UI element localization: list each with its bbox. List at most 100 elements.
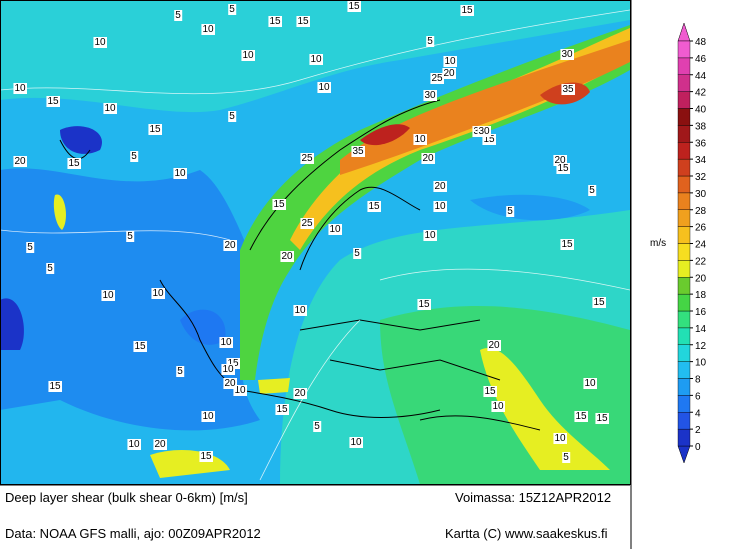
contour-label-bg [553,433,567,444]
contour-label: 10 [294,305,306,316]
contour-label-bg [426,36,435,47]
contour-label-bg [13,83,27,94]
colorbar-swatch [677,260,691,278]
contour-label: 5 [427,36,433,47]
contour-label: 20 [554,155,566,166]
contour-label: 15 [134,341,146,352]
contour-label: 5 [127,231,133,242]
contour-label-bg [309,54,323,65]
contour-label: 10 [102,290,114,301]
contour-label-bg [442,68,456,79]
contour-label-bg [483,386,497,397]
contour-label: 5 [177,366,183,377]
colorbar-tick-label: 6 [695,391,701,402]
contour-label: 5 [589,185,595,196]
contour-label: 15 [483,134,495,145]
contour-label-bg [153,439,167,450]
colorbar-tick-label: 44 [695,71,707,82]
map [0,0,631,485]
contour-label-bg [101,290,115,301]
contour-label-bg [574,411,588,422]
contour-label: 10 [434,201,446,212]
contour-label: 15 [575,411,587,422]
contour-label: 30 [424,90,436,101]
contour-label: 10 [329,224,341,235]
contour-label: 15 [484,386,496,397]
colorbar-tick-label: 16 [695,307,707,318]
contour-label-bg [460,5,474,16]
contour-label-bg [351,146,365,157]
contour-label: 5 [314,421,320,432]
contour-label-bg [133,341,147,352]
colorbar-swatch [677,378,691,396]
contour-label: 20 [14,156,26,167]
contour-label: 10 [104,103,116,114]
colorbar-tick-label: 2 [695,425,701,436]
contour-label-bg [562,452,571,463]
colorbar-swatch [677,344,691,362]
contour-label: 15 [273,199,285,210]
contour-label-bg [556,163,570,174]
contour-label: 10 [202,411,214,422]
contour-label: 5 [175,10,181,21]
contour-label: 15 [368,201,380,212]
colorbar-swatch [677,57,691,75]
contour-label-bg [103,103,117,114]
contour-label-bg [293,388,307,399]
contour-label-bg [219,337,233,348]
contour-label-bg [46,96,60,107]
contour-label: 20 [224,378,236,389]
contour-label-bg [93,37,107,48]
contour-label: 10 [128,439,140,450]
contour-label: 15 [297,16,309,27]
contour-label-bg [296,16,310,27]
contour-label: 10 [584,378,596,389]
contour-label: 10 [492,401,504,412]
contour-label: 30 [561,49,573,60]
contour-label-bg [293,305,307,316]
colorbar-tick-label: 30 [695,189,707,200]
contour-label: 10 [554,433,566,444]
contour-label: 35 [352,146,364,157]
contour-label: 10 [222,364,234,375]
contour-label: 5 [131,151,137,162]
colorbar-tick-label: 42 [695,88,707,99]
contour-label-bg [413,134,427,145]
contour-label: 5 [354,248,360,259]
contour-label-bg [241,50,255,61]
contour-label: 5 [229,111,235,122]
contour-label-bg [173,168,187,179]
contour-label-bg [417,299,431,310]
contour-label: 10 [234,385,246,396]
contour-label-bg [201,411,215,422]
contour-label-bg [349,437,363,448]
contour-label: 15 [348,1,360,12]
contour-label-bg [595,413,609,424]
contour-label-bg [233,385,247,396]
contour-label: 5 [27,242,33,253]
contour-label: 35 [562,84,574,95]
colorbar-tick-label: 34 [695,155,707,166]
contour-label: 20 [294,388,306,399]
contour-label-bg [127,439,141,450]
contour-label-bg [223,378,237,389]
contour-label-bg [430,73,444,84]
colorbar-swatch [677,192,691,210]
colorbar-swatch [677,74,691,92]
contour-label: 15 [227,358,239,369]
contour-label: 20 [488,340,500,351]
contour-label: 15 [461,5,473,16]
contour-label-bg [477,126,491,137]
contour-label: 5 [507,206,513,217]
contour-label: 15 [276,404,288,415]
colorbar-tick-label: 46 [695,54,707,65]
contour-label: 10 [202,24,214,35]
contour-label: 10 [318,82,330,93]
contour-label: 20 [443,68,455,79]
contour-label-bg [174,10,183,21]
contour-label: 10 [424,230,436,241]
contour-label-bg [328,224,342,235]
colorbar-unit: m/s [650,238,666,249]
colorbar-tick-label: 4 [695,408,701,419]
